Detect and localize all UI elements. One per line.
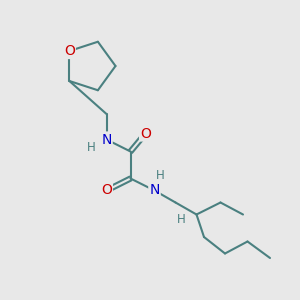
Text: N: N <box>101 133 112 146</box>
Text: O: O <box>140 127 151 140</box>
Text: H: H <box>155 169 164 182</box>
Text: O: O <box>64 44 75 58</box>
Text: H: H <box>177 213 186 226</box>
Text: O: O <box>101 184 112 197</box>
Text: H: H <box>86 141 95 154</box>
Text: N: N <box>149 184 160 197</box>
